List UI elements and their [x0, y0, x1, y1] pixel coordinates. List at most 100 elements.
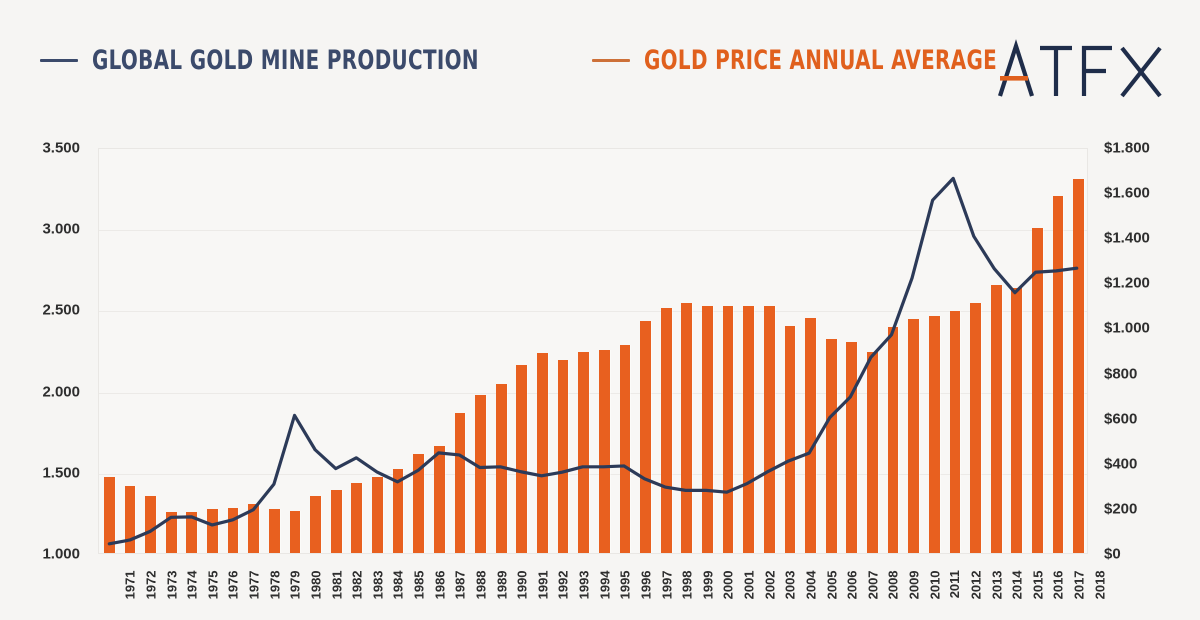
- bar-1987[interactable]: [433, 445, 445, 553]
- x-axis-tick-1993: 1993: [576, 570, 592, 600]
- bar-1975[interactable]: [186, 512, 198, 553]
- bar-1988[interactable]: [454, 413, 466, 553]
- bar-1996[interactable]: [619, 345, 631, 553]
- bar-2018[interactable]: [1073, 179, 1085, 553]
- gold-price-line-series: [99, 149, 1087, 553]
- legend-item-production[interactable]: GLOBAL GOLD MINE PRODUCTION: [40, 45, 564, 76]
- bar-2015[interactable]: [1011, 288, 1023, 553]
- chart-plot: [99, 149, 1087, 553]
- y-right-tick: $1.200: [1104, 274, 1150, 292]
- bar-1989[interactable]: [475, 395, 486, 553]
- bar-2014[interactable]: [990, 285, 1002, 553]
- y-left-tick: 1.000: [42, 545, 80, 563]
- bar-1973[interactable]: [145, 496, 156, 553]
- bar-2016[interactable]: [1032, 228, 1043, 553]
- x-axis-tick-2011: 2011: [947, 570, 963, 599]
- bar-1972[interactable]: [124, 486, 136, 553]
- bar-1997[interactable]: [640, 320, 651, 553]
- bar-1995[interactable]: [598, 350, 610, 553]
- y-right-tick: $1.400: [1104, 229, 1150, 247]
- x-axis-tick-1989: 1989: [494, 570, 510, 600]
- line-dash-icon: [591, 58, 630, 62]
- logo-accent-bar: [1000, 76, 1028, 81]
- bar-2017[interactable]: [1052, 195, 1064, 553]
- bar-1985[interactable]: [392, 468, 404, 553]
- bar-1981[interactable]: [310, 496, 321, 553]
- bar-1993[interactable]: [557, 359, 569, 553]
- y-right-tick: $1.800: [1104, 139, 1150, 157]
- bar-1994[interactable]: [578, 351, 590, 553]
- bar-2002[interactable]: [743, 306, 755, 553]
- bar-1974[interactable]: [165, 512, 177, 553]
- x-axis-tick-2005: 2005: [824, 570, 840, 600]
- bar-2009[interactable]: [887, 327, 899, 553]
- bar-1986[interactable]: [413, 453, 425, 553]
- chart-header: GLOBAL GOLD MINE PRODUCTION GOLD PRICE A…: [0, 0, 1200, 120]
- x-axis-tick-1992: 1992: [555, 570, 571, 600]
- bar-1991[interactable]: [516, 364, 528, 553]
- x-axis-tick-1996: 1996: [638, 570, 654, 600]
- x-axis-tick-2007: 2007: [865, 570, 881, 600]
- x-axis-tick-1978: 1978: [267, 570, 283, 600]
- bar-2003[interactable]: [763, 306, 775, 553]
- bar-2001[interactable]: [722, 306, 734, 553]
- x-axis-tick-1990: 1990: [514, 570, 530, 600]
- x-axis-tick-2009: 2009: [906, 570, 922, 600]
- x-axis-tick-2014: 2014: [1009, 570, 1025, 600]
- gridline: [99, 473, 1087, 475]
- y-right-tick: $800: [1104, 365, 1138, 383]
- x-axis-tick-1977: 1977: [246, 570, 262, 600]
- x-axis-tick-2015: 2015: [1030, 570, 1046, 600]
- x-axis-tick-1987: 1987: [452, 570, 468, 600]
- x-axis-tick-2002: 2002: [762, 570, 778, 600]
- legend-item-price[interactable]: GOLD PRICE ANNUAL AVERAGE: [591, 44, 1075, 76]
- x-axis-tick-2012: 2012: [968, 570, 984, 600]
- legend-item-label: GOLD PRICE ANNUAL AVERAGE: [643, 44, 997, 76]
- x-axis-tick-2003: 2003: [782, 570, 798, 600]
- x-axis-tick-2017: 2017: [1071, 570, 1087, 600]
- y-left-tick: 1.500: [42, 464, 80, 482]
- bar-1971[interactable]: [103, 476, 115, 553]
- gold-price-line[interactable]: [109, 178, 1076, 543]
- bar-1977[interactable]: [227, 507, 239, 553]
- bar-2008[interactable]: [867, 351, 878, 553]
- bar-1978[interactable]: [248, 504, 260, 553]
- x-axis-tick-1982: 1982: [349, 570, 365, 600]
- bar-2000[interactable]: [702, 306, 713, 553]
- bar-1992[interactable]: [537, 353, 548, 553]
- bar-1998[interactable]: [660, 307, 672, 553]
- x-axis-tick-1979: 1979: [287, 570, 303, 600]
- bar-2011[interactable]: [928, 315, 940, 553]
- bar-1982[interactable]: [330, 489, 342, 553]
- x-axis-tick-2018: 2018: [1092, 570, 1108, 600]
- bar-1983[interactable]: [351, 483, 363, 553]
- x-axis-tick-1995: 1995: [617, 570, 633, 600]
- x-axis-tick-2013: 2013: [989, 570, 1005, 600]
- x-axis-tick-1981: 1981: [329, 570, 345, 600]
- x-axis-tick-1974: 1974: [184, 570, 200, 600]
- bar-2013[interactable]: [970, 302, 981, 553]
- x-axis-tick-1971: 1971: [122, 570, 138, 600]
- x-axis-tick-1998: 1998: [679, 570, 695, 600]
- x-axis-tick-1976: 1976: [225, 570, 241, 600]
- bar-2004[interactable]: [784, 325, 796, 553]
- bar-1999[interactable]: [681, 302, 693, 553]
- bar-2006[interactable]: [825, 338, 837, 553]
- x-axis-tick-1997: 1997: [659, 570, 675, 600]
- bar-1976[interactable]: [207, 509, 218, 553]
- bar-1984[interactable]: [372, 476, 383, 553]
- bar-1979[interactable]: [268, 509, 280, 553]
- bar-2010[interactable]: [908, 319, 920, 553]
- bar-2007[interactable]: [846, 341, 858, 553]
- bar-1980[interactable]: [289, 510, 301, 553]
- atfx-logo: [997, 39, 1162, 98]
- bar-2012[interactable]: [949, 311, 961, 553]
- y-right-tick: $0: [1104, 545, 1121, 563]
- y-right-tick: $200: [1104, 500, 1138, 518]
- x-axis-tick-1980: 1980: [308, 570, 324, 600]
- y-right-tick: $400: [1104, 455, 1138, 473]
- x-axis-tick-1991: 1991: [535, 570, 551, 600]
- y-left-tick: 2.500: [42, 301, 80, 319]
- bar-2005[interactable]: [805, 317, 816, 553]
